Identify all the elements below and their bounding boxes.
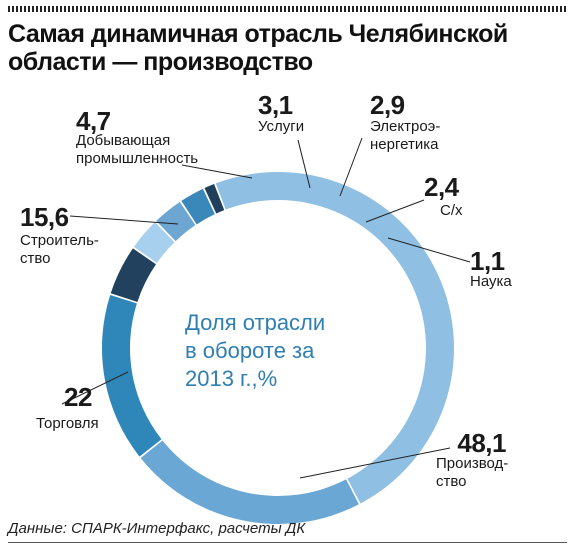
slice-value-label: 48,1 xyxy=(457,428,506,458)
slice-category-label: промышленность xyxy=(76,150,198,167)
donut-slice xyxy=(101,294,162,457)
chart-title: Самая динамичная отрасль Челябинской обл… xyxy=(8,20,568,76)
slice-value-label: 1,1 xyxy=(470,246,505,276)
center-caption-line: Доля отрасли xyxy=(185,310,325,335)
title-line: области — производство xyxy=(8,48,313,76)
slice-category-label: Торговля xyxy=(36,415,99,432)
slice-category-label: Добывающая xyxy=(76,132,170,149)
donut-slice xyxy=(133,222,175,263)
slice-value-label: 4,7 xyxy=(76,106,111,136)
leader-lines xyxy=(61,137,471,479)
center-caption-line: 2013 г.,% xyxy=(185,366,277,391)
title-line: Самая динамичная отрасль Челябинской xyxy=(8,20,508,48)
donut-slice xyxy=(140,440,359,525)
leader-line xyxy=(69,215,179,225)
leader-line xyxy=(387,237,471,263)
slice-category-label: ство xyxy=(436,473,467,490)
leader-line xyxy=(297,139,311,189)
center-caption: Доля отрасли в обороте за 2013 г.,% xyxy=(185,310,325,391)
slice-category-label: Производ- xyxy=(436,455,508,472)
leader-line xyxy=(299,447,451,479)
slice-category-label: нергетика xyxy=(370,136,439,153)
slice-category-label: Строитель- xyxy=(20,232,99,249)
slice-category-label: ство xyxy=(20,250,51,267)
donut-segments xyxy=(101,172,454,525)
donut-slice xyxy=(110,248,156,302)
slice-value-label: 3,1 xyxy=(258,90,293,120)
slice-value-label: 22 xyxy=(64,382,92,412)
donut-slice xyxy=(215,172,454,504)
leader-line xyxy=(61,371,129,405)
slice-category-label: Наука xyxy=(470,273,512,290)
slice-category-label: Электроэ- xyxy=(370,118,440,135)
leader-line xyxy=(339,137,363,197)
donut-slice xyxy=(204,184,225,214)
slice-value-label: 15,6 xyxy=(20,202,69,232)
source-note: Данные: СПАРК-Интерфакс, расчеты ДК xyxy=(8,520,306,537)
leader-line xyxy=(365,199,425,223)
top-rule xyxy=(8,6,567,12)
slice-category-label: Услуги xyxy=(258,118,304,135)
slice-category-label: С/х xyxy=(440,202,463,219)
donut-slice xyxy=(181,188,215,225)
slice-value-label: 2,4 xyxy=(424,172,460,202)
leader-line xyxy=(181,164,253,179)
bottom-rule xyxy=(8,542,567,543)
slice-value-label: 2,9 xyxy=(370,90,405,120)
donut-slice xyxy=(156,201,196,242)
center-caption-line: в обороте за xyxy=(185,338,315,363)
